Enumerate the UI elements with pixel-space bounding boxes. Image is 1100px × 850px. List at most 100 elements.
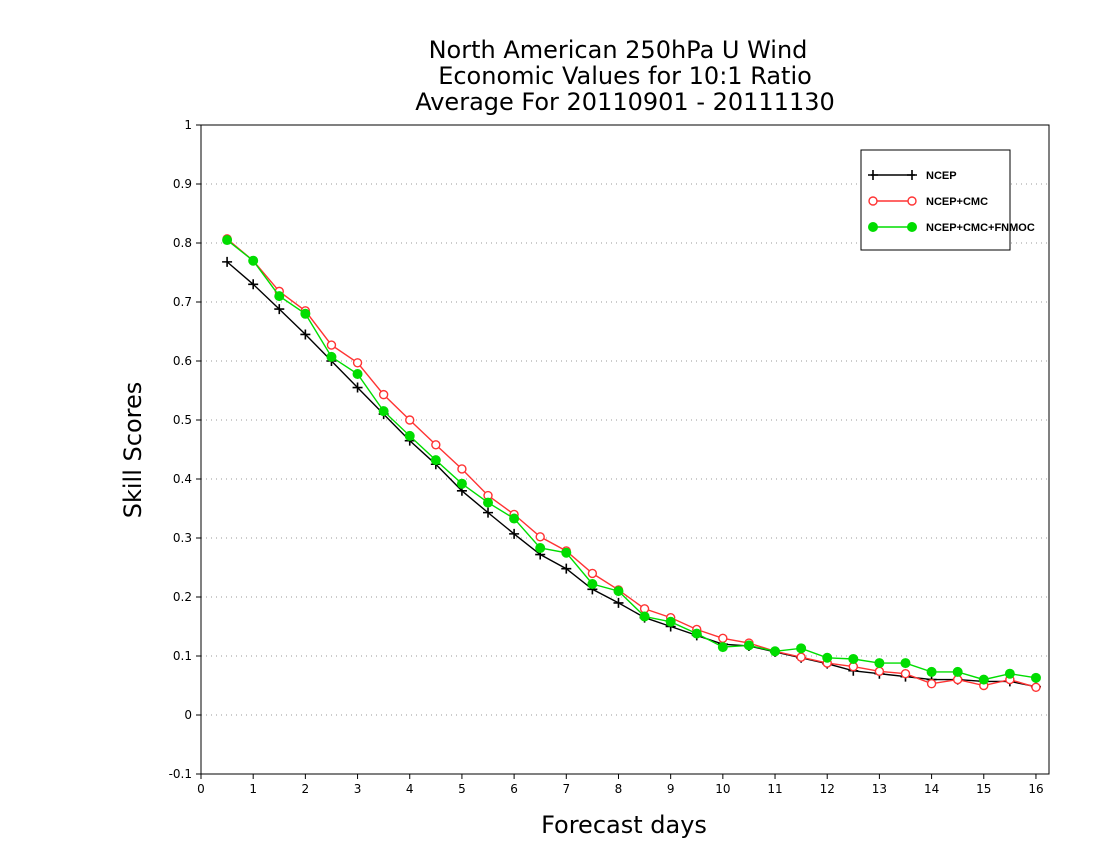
x-tick-label: 3 <box>354 782 362 796</box>
series-line <box>226 239 1037 681</box>
data-point <box>274 291 285 302</box>
data-point <box>431 440 441 450</box>
data-point <box>796 643 807 654</box>
data-point <box>405 415 415 425</box>
data-point <box>907 196 917 206</box>
data-point <box>926 679 937 689</box>
data-point <box>222 256 233 267</box>
y-tick-label: 0.4 <box>173 472 192 486</box>
legend-label: NCEP+CMC <box>926 196 988 208</box>
data-point <box>900 669 911 679</box>
data-point <box>1030 672 1041 683</box>
legend-entry: NCEP+CMC+FNMOC <box>868 222 1035 234</box>
data-point <box>300 329 311 340</box>
x-tick-label: 15 <box>976 782 991 796</box>
data-point <box>952 666 963 677</box>
data-point <box>222 235 233 246</box>
data-point <box>868 170 878 180</box>
y-tick-label: 0.9 <box>173 177 192 191</box>
data-point <box>248 279 259 290</box>
data-point <box>587 579 598 590</box>
legend-label: NCEP+CMC+FNMOC <box>926 222 1035 234</box>
data-point <box>978 674 989 685</box>
title-line-2: Economic Values for 10:1 Ratio <box>438 62 812 90</box>
axis-ticks: -0.100.10.20.30.40.50.60.70.80.910 1 2 3 4 5 6… <box>169 118 1044 796</box>
data-point <box>430 455 441 466</box>
y-tick-label: 0.6 <box>173 354 192 368</box>
y-tick-label: 0.8 <box>173 236 192 250</box>
x-tick-label: 2 <box>302 782 310 796</box>
data-point <box>665 616 676 627</box>
chart-title: North American 250hPa U Wind Economic Va… <box>415 36 835 116</box>
data-point <box>457 464 467 474</box>
data-point <box>874 666 885 677</box>
data-point <box>326 351 337 362</box>
data-point <box>404 430 415 441</box>
data-point <box>326 340 337 350</box>
x-tick-label: 11 <box>767 782 782 796</box>
data-point <box>743 640 754 651</box>
series-ncep <box>222 256 1041 692</box>
data-point <box>378 389 389 400</box>
legend-entry: NCEP+CMC <box>868 196 988 208</box>
data-point <box>1004 668 1015 679</box>
data-point <box>717 642 728 653</box>
y-tick-label: 0.2 <box>173 590 192 604</box>
series-ncep-cmc-fnmoc <box>222 235 1041 685</box>
data-point <box>1031 682 1041 692</box>
x-tick-label: 6 <box>510 782 518 796</box>
x-tick-label: 14 <box>924 782 939 796</box>
data-point <box>509 513 520 524</box>
series-ncep-cmc <box>222 234 1041 692</box>
data-point <box>718 633 728 643</box>
x-tick-label: 1 <box>249 782 257 796</box>
data-point <box>561 563 572 574</box>
data-point <box>900 658 911 669</box>
x-tick-label: 13 <box>872 782 887 796</box>
x-axis-label: Forecast days <box>541 811 707 839</box>
data-point <box>907 222 917 232</box>
x-tick-label: 0 <box>197 782 205 796</box>
x-tick-label: 7 <box>562 782 570 796</box>
y-tick-label: 0.3 <box>173 531 192 545</box>
data-point <box>561 547 572 558</box>
data-point <box>874 658 885 669</box>
data-point <box>352 368 363 379</box>
x-tick-label: 10 <box>715 782 730 796</box>
data-series <box>222 234 1041 692</box>
data-point <box>509 528 520 539</box>
data-point <box>300 308 311 319</box>
title-line-1: North American 250hPa U Wind <box>429 36 808 64</box>
y-tick-label: 0.5 <box>173 413 192 427</box>
plot-frame <box>200 124 1050 775</box>
data-point <box>483 507 494 518</box>
x-tick-label: 4 <box>406 782 414 796</box>
data-point <box>639 611 650 622</box>
series-line <box>226 261 1037 688</box>
data-point <box>613 586 624 597</box>
data-point <box>378 406 389 417</box>
x-tick-label: 12 <box>820 782 835 796</box>
legend-entry: NCEP <box>868 170 957 182</box>
title-line-3: Average For 20110901 - 20111130 <box>415 88 835 116</box>
legend-box <box>860 149 1011 251</box>
data-point <box>483 497 494 508</box>
data-point <box>796 652 806 662</box>
data-point <box>691 628 702 639</box>
y-tick-label: 0.1 <box>173 649 192 663</box>
data-point <box>822 652 833 663</box>
data-point <box>248 255 259 266</box>
data-point <box>868 222 878 232</box>
y-tick-label: 0.7 <box>173 295 192 309</box>
gridlines <box>201 183 1049 716</box>
data-point <box>907 170 917 180</box>
y-tick-label: 0 <box>184 708 192 722</box>
legend-label: NCEP <box>926 170 957 182</box>
data-point <box>868 196 878 206</box>
x-tick-label: 16 <box>1028 782 1043 796</box>
data-point <box>535 532 545 542</box>
data-point <box>352 358 363 368</box>
x-tick-label: 8 <box>615 782 623 796</box>
data-point <box>613 597 624 608</box>
